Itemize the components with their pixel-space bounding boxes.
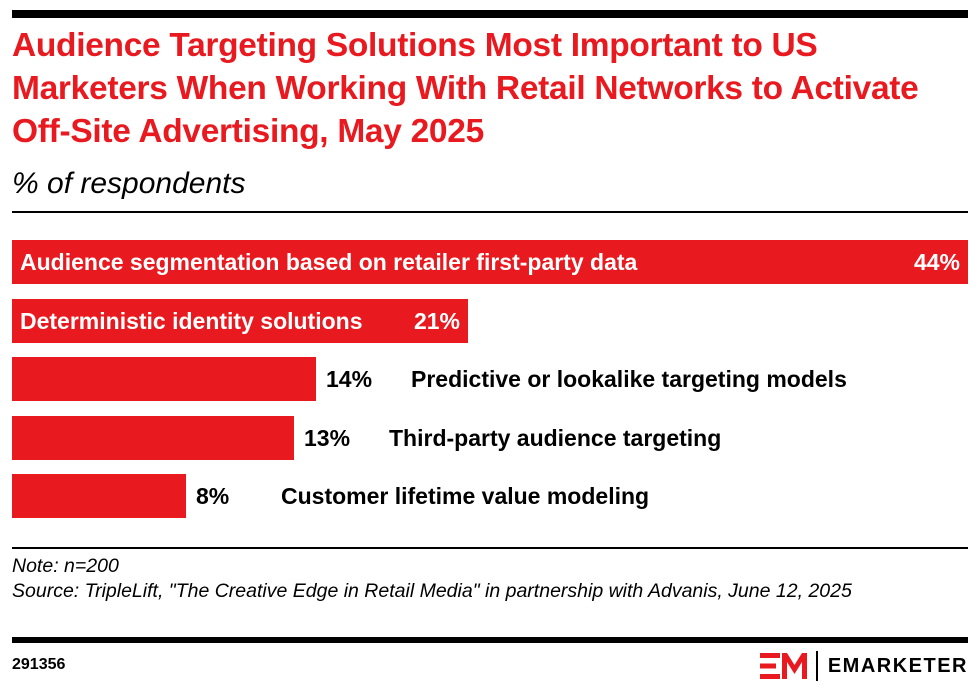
bar bbox=[12, 240, 968, 284]
value-label: 44% bbox=[913, 249, 960, 275]
category-label: Third-party audience targeting bbox=[389, 425, 722, 451]
em-logo-icon bbox=[759, 653, 807, 679]
bar bbox=[12, 416, 294, 460]
brand-name: EMARKETER bbox=[827, 655, 968, 677]
bar bbox=[12, 474, 186, 518]
top-rule bbox=[12, 10, 968, 18]
bar bbox=[12, 357, 316, 401]
category-label: Deterministic identity solutions bbox=[20, 308, 363, 334]
brand-logo[interactable]: EMARKETER bbox=[759, 648, 968, 684]
value-label: 8% bbox=[196, 483, 230, 509]
footer-rule bbox=[12, 547, 968, 549]
bar bbox=[12, 299, 468, 343]
chart-id: 291356 bbox=[12, 656, 66, 673]
chart-title: Audience Targeting Solutions Most Import… bbox=[12, 27, 919, 150]
category-label: Predictive or lookalike targeting models bbox=[411, 366, 847, 392]
brand-separator bbox=[815, 651, 818, 681]
category-label: Audience segmentation based on retailer … bbox=[20, 249, 638, 275]
note-text: Note: n=200 bbox=[12, 555, 119, 577]
value-label: 14% bbox=[326, 366, 373, 392]
value-label: 13% bbox=[304, 425, 351, 451]
header-rule bbox=[12, 211, 968, 213]
chart-subtitle: % of respondents bbox=[12, 167, 246, 200]
value-label: 21% bbox=[413, 308, 460, 334]
category-label: Customer lifetime value modeling bbox=[281, 483, 650, 509]
bottom-rule bbox=[12, 637, 968, 643]
source-text: Source: TripleLift, "The Creative Edge i… bbox=[12, 580, 852, 602]
